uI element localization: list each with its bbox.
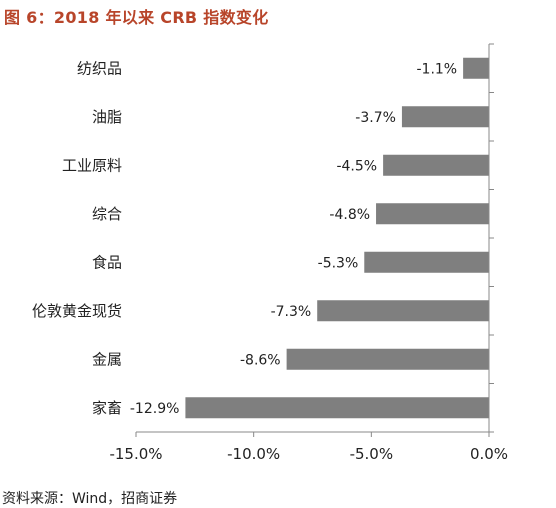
category-label-2: 工业原料 xyxy=(62,156,122,174)
value-label-1: -3.7% xyxy=(355,110,396,126)
value-label-2: -4.5% xyxy=(336,158,377,174)
bar-6 xyxy=(286,348,489,370)
value-label-7: -12.9% xyxy=(130,401,180,417)
source-note: 资料来源：Wind，招商证券 xyxy=(2,491,178,507)
axis-layer xyxy=(135,43,494,437)
x-tick-label-2: -5.0% xyxy=(350,445,394,463)
value-label-3: -4.8% xyxy=(329,207,370,223)
value-label-5: -7.3% xyxy=(271,304,312,320)
category-label-1: 油脂 xyxy=(92,108,122,126)
value-label-4: -5.3% xyxy=(318,255,359,271)
x-tick-label-3: 0.0% xyxy=(470,445,508,463)
bar-0 xyxy=(463,57,489,79)
category-label-0: 纺织品 xyxy=(77,59,122,77)
bars-layer xyxy=(185,57,490,419)
category-label-6: 金属 xyxy=(92,350,122,368)
bar-5 xyxy=(317,300,489,322)
x-tick-label-0: -15.0% xyxy=(109,445,162,463)
value-label-6: -8.6% xyxy=(240,352,281,368)
bar-2 xyxy=(383,154,489,176)
category-label-7: 家畜 xyxy=(92,399,122,417)
bar-4 xyxy=(364,251,489,273)
category-label-3: 综合 xyxy=(92,205,122,223)
category-label-4: 食品 xyxy=(92,253,122,271)
bar-1 xyxy=(401,106,489,128)
chart-title: 图 6：2018 年以来 CRB 指数变化 xyxy=(4,8,269,27)
x-tick-label-1: -10.0% xyxy=(227,445,280,463)
value-label-0: -1.1% xyxy=(416,61,457,77)
bar-3 xyxy=(376,203,489,225)
category-label-5: 伦敦黄金现货 xyxy=(32,302,122,320)
bar-7 xyxy=(185,397,490,419)
labels-layer: -1.1% 纺织品 -3.7% 油脂 -4.5% 工业原料 -4.8% 综合 -5.3% 食品 -7… xyxy=(32,59,508,463)
